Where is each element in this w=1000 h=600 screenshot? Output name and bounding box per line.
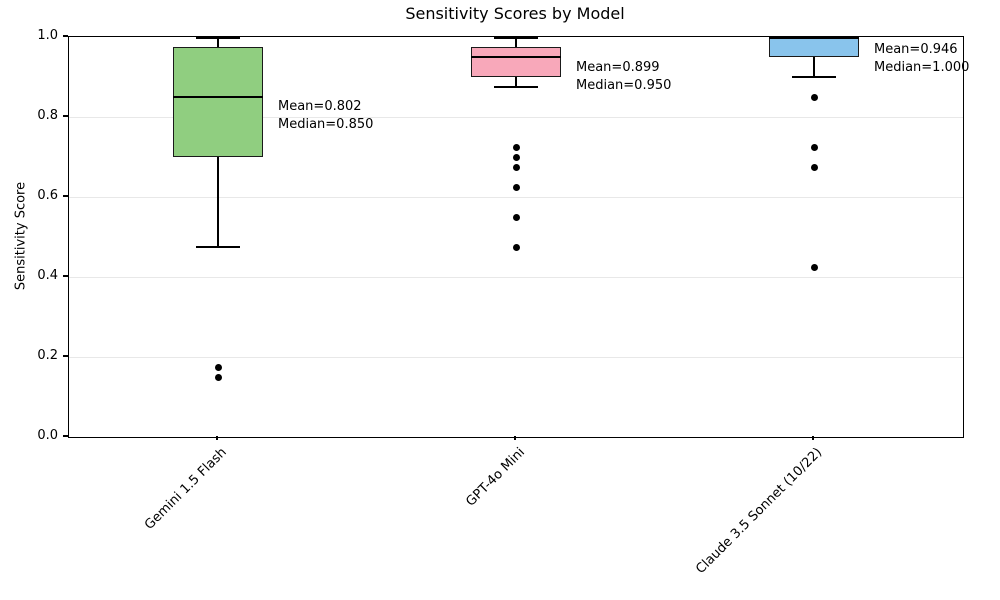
outlier-point [810,93,818,101]
gridline [69,116,963,118]
gridline [69,196,963,198]
median-line [769,37,859,39]
mean-median-annotation: Mean=0.946 Median=1.000 [874,41,969,77]
outlier-point [810,263,818,271]
y-tick [63,195,68,197]
upper-whisker-cap [196,37,240,39]
annotation-line: Median=1.000 [874,59,970,75]
lower-whisker [813,57,815,77]
annotation-line: Mean=0.899 [576,60,660,76]
outlier-point [512,213,520,221]
x-tick [812,436,814,440]
lower-whisker-cap [196,246,240,248]
outlier-point [512,153,520,161]
outlier-point [810,143,818,151]
median-line [471,56,561,58]
upper-whisker [217,37,219,47]
x-tick [216,436,218,440]
y-tick [63,115,68,117]
outlier-point [214,363,222,371]
lower-whisker-cap [494,86,538,88]
y-tick [63,35,68,37]
x-tick-label: GPT-4o Mini [462,445,528,510]
outlier-point [810,163,818,171]
y-tick-label: 1.0 [37,28,58,43]
median-line [173,96,263,98]
lower-whisker [217,157,219,247]
box [471,47,561,77]
y-tick-label: 0.6 [37,188,58,203]
mean-median-annotation: Mean=0.802 Median=0.850 [278,98,373,134]
annotation-line: Median=0.850 [278,117,374,133]
annotation-line: Mean=0.946 [874,41,958,57]
outlier-point [214,373,222,381]
gridline [69,356,963,358]
gridline [69,276,963,278]
y-tick-label: 0.2 [37,348,58,363]
plot-area: Mean=0.802 Median=0.850 Mean=0.899 Median=0… [68,36,969,438]
y-tick [63,435,68,437]
outlier-point [512,183,520,191]
mean-median-annotation: Mean=0.899 Median=0.950 [576,59,671,95]
chart-title: Sensitivity Scores by Model [405,4,625,23]
lower-whisker [515,77,517,87]
x-tick-label: Claude 3.5 Sonnet (10/22) [693,445,826,577]
box [769,37,859,57]
outlier-point [512,163,520,171]
annotation-line: Mean=0.802 [278,99,362,115]
y-tick [63,355,68,357]
y-tick [63,275,68,277]
y-tick-label: 0.8 [37,108,58,123]
lower-whisker-cap [792,76,836,78]
box [173,47,263,157]
y-tick-label: 0.4 [37,268,58,283]
outlier-point [512,143,520,151]
annotation-line: Median=0.950 [576,78,672,94]
y-tick-label: 0.0 [37,428,58,443]
x-tick [514,436,516,440]
upper-whisker [515,37,517,47]
x-tick-label: Gemini 1.5 Flash [141,445,230,533]
outlier-point [512,243,520,251]
upper-whisker-cap [494,37,538,39]
